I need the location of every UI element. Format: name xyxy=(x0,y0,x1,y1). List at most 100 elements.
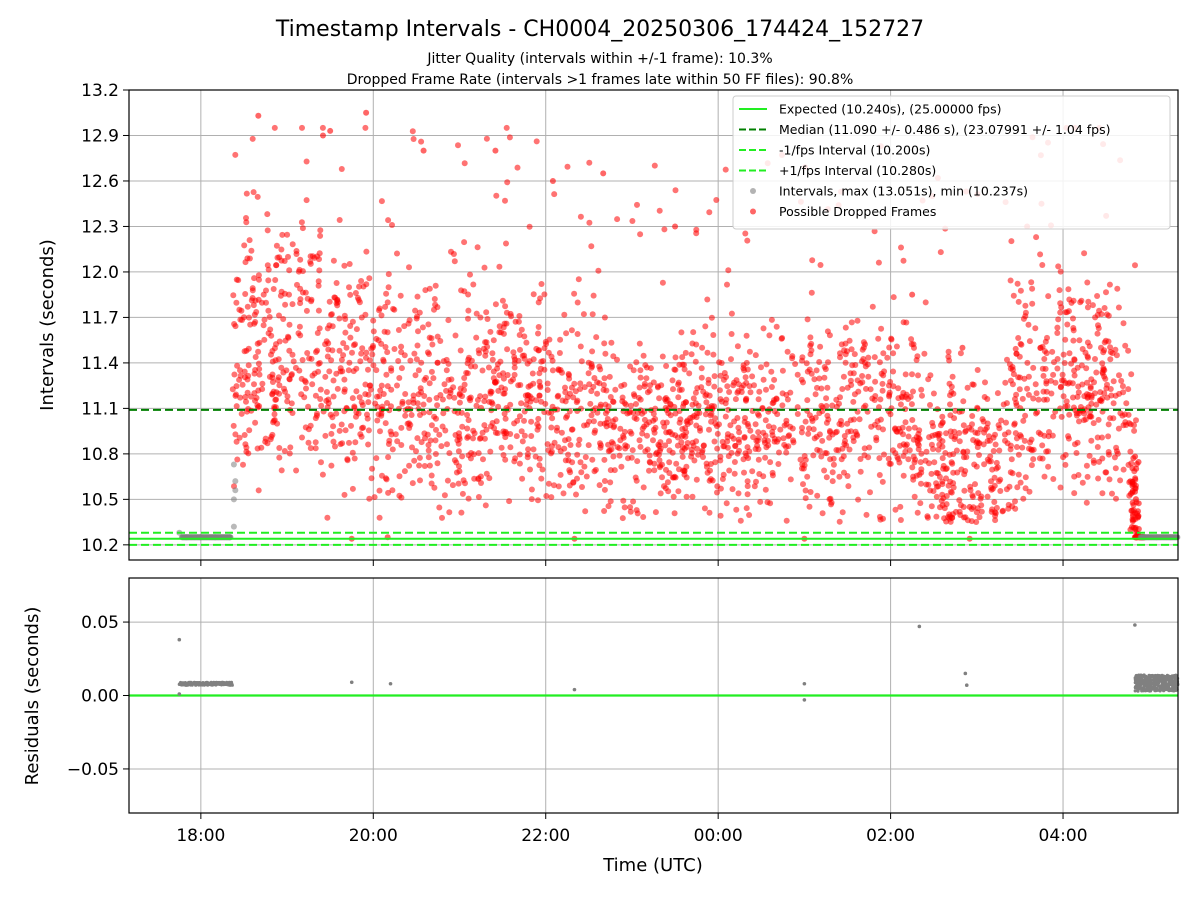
dropped-frame-point xyxy=(534,426,541,433)
dropped-frame-point xyxy=(1013,444,1020,450)
dropped-frame-point xyxy=(317,227,324,234)
dropped-frame-point xyxy=(652,416,659,422)
dropped-frame-point xyxy=(703,399,710,406)
dropped-frame-point xyxy=(326,368,333,375)
dropped-frame-point xyxy=(1120,389,1127,396)
dropped-frame-point xyxy=(898,244,904,251)
dropped-frame-point xyxy=(751,483,758,490)
dropped-frame-point xyxy=(551,482,557,489)
dropped-frame-point xyxy=(353,388,360,395)
dropped-frame-point xyxy=(1056,287,1063,294)
dropped-frame-point xyxy=(499,297,506,304)
dropped-frame-point xyxy=(672,187,679,194)
dropped-frame-point xyxy=(700,454,706,460)
dropped-frame-point xyxy=(1099,434,1105,441)
dropped-frame-point xyxy=(740,456,747,463)
dropped-frame-point xyxy=(923,448,930,455)
dropped-frame-point xyxy=(588,360,595,367)
dropped-frame-point xyxy=(256,276,262,283)
dropped-frame-point xyxy=(1041,473,1048,480)
dropped-frame-point xyxy=(362,311,369,318)
dropped-frame-point xyxy=(299,268,306,275)
dropped-frame-point xyxy=(278,364,285,371)
dropped-frame-point xyxy=(276,312,282,319)
dropped-frame-point xyxy=(388,431,395,438)
dropped-frame-point xyxy=(1057,384,1064,391)
dropped-frame-point xyxy=(774,411,781,418)
legend-box xyxy=(732,95,1171,230)
dropped-frame-point xyxy=(637,367,644,374)
dropped-frame-point xyxy=(951,415,958,422)
dropped-frame-point xyxy=(494,361,501,368)
dropped-frame-point xyxy=(233,403,240,410)
residual-point xyxy=(1168,679,1172,684)
dropped-frame-point xyxy=(1088,437,1095,444)
dropped-frame-point xyxy=(516,460,523,467)
dropped-frame-point xyxy=(590,418,597,425)
dropped-frame-point xyxy=(892,506,899,513)
intervals-y-axis-label: Intervals (seconds) xyxy=(37,239,58,411)
residual-point xyxy=(1133,689,1137,693)
dropped-frame-point xyxy=(577,343,584,350)
dropped-frame-point xyxy=(1004,356,1010,363)
dropped-frame-point xyxy=(675,379,682,386)
dropped-frame-point xyxy=(753,478,759,485)
dropped-frame-point xyxy=(539,466,546,473)
dropped-frame-point xyxy=(724,383,731,390)
dropped-frame-point xyxy=(586,159,593,166)
dropped-frame-point xyxy=(1046,429,1052,435)
dropped-frame-point xyxy=(524,454,531,461)
dropped-frame-point xyxy=(507,444,514,451)
dropped-frame-point xyxy=(1065,433,1072,440)
dropped-frame-point xyxy=(298,219,305,226)
dropped-frame-point xyxy=(911,493,918,500)
residual-point xyxy=(1156,676,1160,681)
dropped-frame-point xyxy=(742,396,749,403)
dropped-frame-point xyxy=(826,434,833,441)
dropped-frame-point xyxy=(976,452,982,458)
dropped-frame-point xyxy=(681,445,688,452)
dropped-frame-point xyxy=(367,357,373,364)
dropped-frame-point xyxy=(1084,304,1091,311)
dropped-frame-point xyxy=(755,456,762,463)
dropped-frame-point xyxy=(885,455,892,462)
dropped-frame-point xyxy=(418,138,425,145)
dropped-frame-point xyxy=(402,391,409,397)
dropped-frame-point xyxy=(651,162,658,169)
dropped-frame-point xyxy=(911,424,918,431)
dropped-frame-point xyxy=(1060,393,1067,400)
dropped-frame-point xyxy=(876,455,883,462)
dropped-frame-point xyxy=(473,334,480,341)
dropped-frame-point xyxy=(821,374,828,381)
dropped-frame-point xyxy=(633,401,639,407)
dropped-frame-point xyxy=(816,375,823,382)
dropped-frame-point xyxy=(1041,348,1048,355)
dropped-frame-point xyxy=(416,454,423,461)
dropped-frame-point xyxy=(319,124,326,131)
dropped-frame-point xyxy=(279,231,286,238)
dropped-frame-point xyxy=(714,445,721,452)
dropped-frame-point xyxy=(582,508,589,515)
dropped-frame-point xyxy=(535,330,541,337)
intervals-x-ticks xyxy=(200,560,1064,566)
dropped-frame-point xyxy=(493,192,500,199)
dropped-frame-point xyxy=(548,353,555,360)
dropped-frame-point xyxy=(404,420,411,427)
dropped-frame-point xyxy=(303,307,310,314)
dropped-frame-point xyxy=(839,509,846,516)
dropped-frame-point xyxy=(314,347,321,354)
dropped-frame-point xyxy=(1065,286,1072,293)
interval-point xyxy=(232,478,239,485)
dropped-frame-point xyxy=(303,385,309,392)
dropped-frame-point xyxy=(950,451,957,458)
dropped-frame-point xyxy=(352,439,359,446)
dropped-frame-point xyxy=(726,389,733,395)
dropped-frame-point xyxy=(711,438,718,445)
dropped-frame-point xyxy=(600,170,607,177)
dropped-frame-point xyxy=(1092,356,1098,362)
dropped-frame-point xyxy=(545,480,552,487)
dropped-frame-point xyxy=(792,361,799,367)
dropped-frame-point xyxy=(728,449,735,456)
dropped-frame-point xyxy=(694,445,701,452)
dropped-frame-point xyxy=(382,344,389,350)
